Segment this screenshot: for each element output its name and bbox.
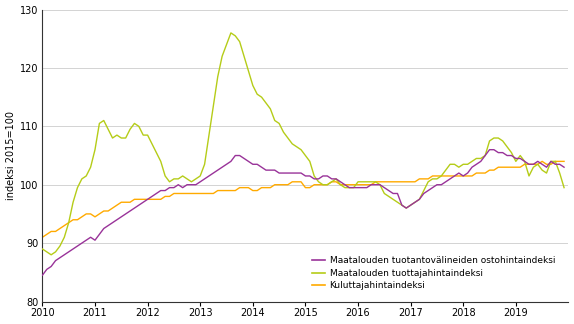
Y-axis label: indeksi 2015=100: indeksi 2015=100 — [6, 111, 15, 200]
Legend: Maatalouden tuotantovälineiden ostohintaindeksi, Maatalouden tuottajahintaindeks: Maatalouden tuotantovälineiden ostohinta… — [308, 253, 559, 294]
